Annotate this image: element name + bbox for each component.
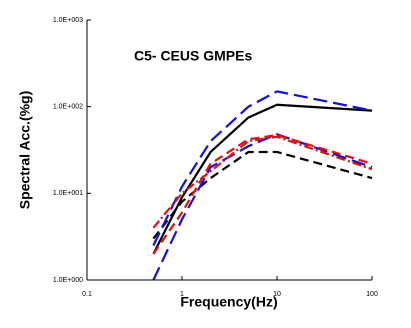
series-line [152,90,373,246]
series-line [152,133,373,255]
y-tick-label: 1.0E+002 [53,104,83,111]
chart-title: C5- CEUS GMPEs [134,48,252,64]
y-tick-label: 1.0E+000 [53,277,83,284]
y-axis-label: Spectral Acc.(%g) [17,91,33,210]
series-line [152,135,373,229]
x-axis-label: Frequency(Hz) [180,294,277,310]
x-tick-label: 100 [366,291,378,298]
series-line [152,103,373,255]
x-tick-label: 0.1 [82,291,92,298]
y-tick-label: 1.0E+003 [53,17,83,24]
y-tick-label: 1.0E+001 [53,190,83,197]
x-tick-label: 1 [180,291,184,298]
x-tick-label: 10 [273,291,281,298]
series-line [152,150,373,240]
